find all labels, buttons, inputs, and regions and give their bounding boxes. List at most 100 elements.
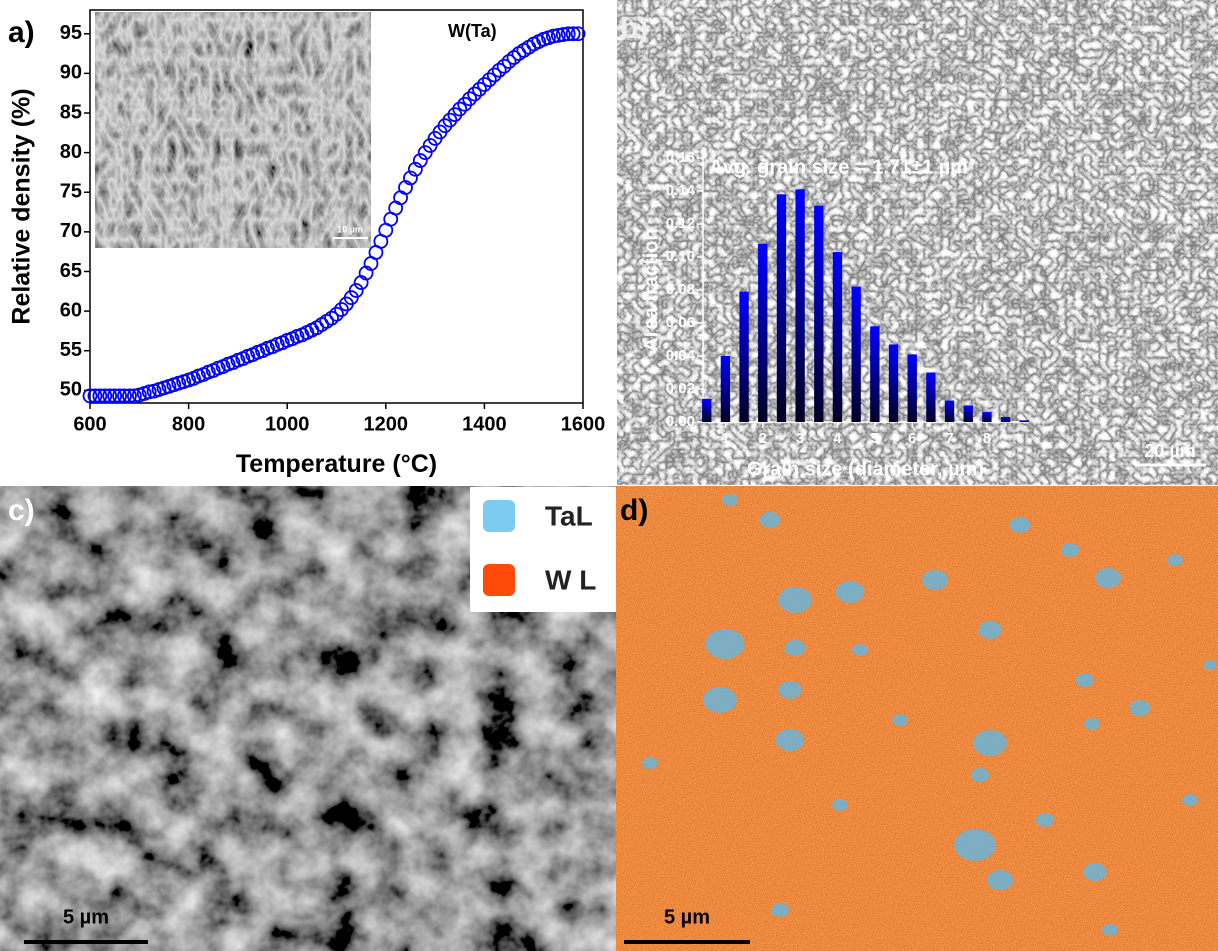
y-tick-label: 70 [60,220,82,242]
panel-label: c) [8,494,35,527]
y-tick-label: 0.06 [666,314,695,331]
ta-blob [778,587,812,613]
ta-blob [978,621,1001,639]
ta-blob [1061,543,1079,557]
annotation: W(Ta) [448,21,497,41]
x-axis-label: Grain size (diameter, µm) [747,458,984,480]
eds-map [616,486,1218,951]
y-tick-label: 0.08 [666,281,695,298]
scale-label: 20 µm [1144,441,1195,461]
chart-title: Avg. grain size = 1.71±1 µm [709,156,968,178]
bar [1001,417,1010,422]
ta-blob [760,512,781,528]
y-tick-label: 85 [60,101,82,123]
bar [964,406,973,423]
ta-blob [722,494,738,506]
y-tick-label: 0.00 [666,413,695,430]
bar [889,344,898,422]
x-tick-label: 7 [945,430,953,447]
ta-blob [973,730,1007,756]
x-tick-label: 800 [172,413,205,435]
ta-blob [771,903,789,917]
x-tick-label: 1000 [265,413,310,435]
figure: 10 µm a) b) 20 µm TaL W L c) 5 µm d) 5 µ… [0,0,1218,951]
ta-blob [1167,554,1183,566]
panel-label: a) [8,16,35,49]
bar [721,356,730,422]
bar [851,287,860,422]
y-tick-label: 95 [60,22,82,44]
x-tick-label: 1 [721,430,729,447]
ta-blob [1182,794,1198,806]
bar [777,194,786,422]
ta-blob [1204,660,1217,670]
data-point [443,114,456,127]
ta-blob [1102,924,1118,936]
ta-blob [922,570,948,590]
bar [1020,420,1029,422]
y-tick-label: 80 [60,141,82,163]
bar [758,244,767,422]
sem-inset [95,12,371,248]
x-tick-label: 8 [983,430,991,447]
y-tick-label: 0.04 [666,347,696,364]
x-tick-label: 6 [908,430,916,447]
bar [702,399,711,422]
ta-blob [776,729,805,751]
y-tick-label: 0.10 [666,248,695,265]
scale-label: 5 µm [63,906,109,928]
ta-blob [1076,673,1094,687]
bar [926,373,935,423]
y-tick-label: 50 [60,379,82,401]
ta-blob [785,640,806,656]
scale-label: 5 µm [664,906,710,928]
x-tick-label: 2 [759,430,767,447]
y-tick-label: 0.02 [666,380,695,397]
bar [982,412,991,422]
y-tick-label: 90 [60,62,82,84]
ta-blob [778,681,801,699]
bar [739,292,748,422]
ta-blob [954,829,996,861]
ta-blob [892,714,908,726]
ta-blob [1083,863,1106,881]
x-tick-label: 600 [73,413,106,435]
bar [870,326,879,422]
bar [945,401,954,422]
y-tick-label: 65 [60,260,82,282]
ta-blob [987,870,1013,890]
x-tick-label: 1400 [462,413,507,435]
y-tick-label: 0.14 [666,182,696,199]
legend-swatch [483,500,515,532]
x-tick-label: 4 [833,430,842,447]
ta-blob [706,629,745,659]
ta-blob [642,757,658,769]
legend-label: W L [545,564,596,595]
bar [795,189,804,422]
bar [908,354,917,422]
y-tick-label: 75 [60,181,82,203]
ta-blob [1010,517,1031,533]
ta-blob [971,768,989,782]
bar [814,206,823,422]
y-axis-label: Relative density (%) [8,88,36,324]
data-point [448,108,461,121]
y-tick-label: 0.16 [666,149,695,166]
bar [833,252,842,422]
x-tick-label: 1600 [561,413,606,435]
ta-blob [832,799,848,811]
ta-blob [1095,568,1121,588]
x-axis-label: Temperature (°C) [236,450,437,478]
y-axis-label: Area fraction [640,228,662,351]
ta-blob [1036,813,1054,827]
x-tick-label: 3 [796,430,804,447]
y-tick-label: 55 [60,339,82,361]
y-tick-label: 60 [60,299,82,321]
x-tick-label: 5 [871,430,879,447]
x-tick-label: 1200 [364,413,409,435]
panel-label: d) [620,494,648,527]
ta-blob [1084,718,1100,730]
y-tick-label: 0.12 [666,215,695,232]
ta-blob [1130,700,1151,716]
ta-blob [703,687,737,713]
